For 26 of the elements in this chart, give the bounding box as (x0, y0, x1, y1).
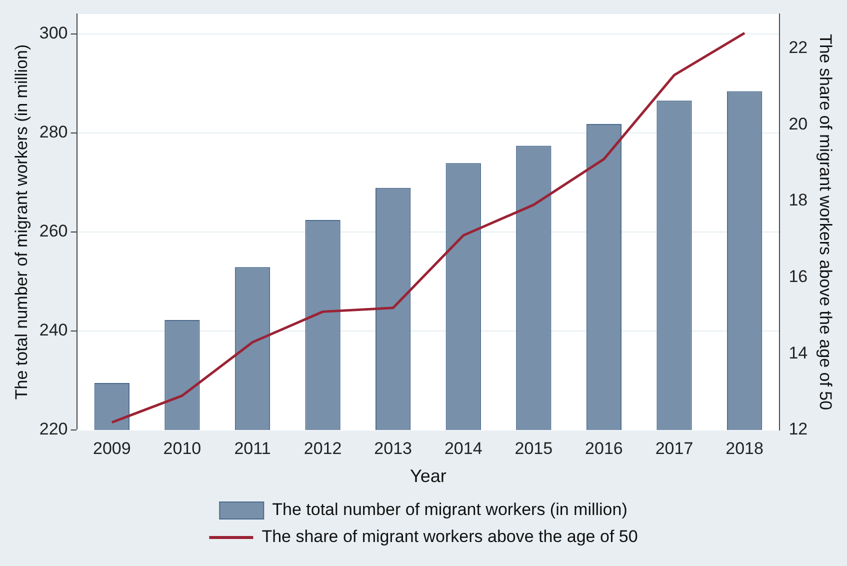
legend-label: The share of migrant workers above the age of 50 (262, 527, 638, 546)
x-tick-label: 2011 (234, 438, 271, 458)
y2-tick-label: 22 (788, 38, 808, 58)
y-tick-label: 260 (39, 222, 68, 241)
y-tick-label: 300 (39, 23, 68, 42)
x-tick-label: 2009 (92, 438, 131, 458)
y2-tick-label: 20 (788, 114, 808, 134)
x-axis-title: Year (410, 466, 446, 486)
y-tick-label: 240 (39, 320, 68, 340)
x-tick-label: 2016 (585, 438, 623, 458)
y2-tick-label: 18 (788, 190, 808, 210)
legend-label: The total number of migrant workers (in million) (272, 500, 628, 520)
y-tick-label: 220 (39, 420, 68, 439)
x-tick-label: 2010 (163, 438, 202, 458)
x-tick-label: 2013 (374, 438, 412, 458)
x-tick-label: 2015 (514, 438, 553, 458)
y-axis-title: The total number of migrant workers (in million) (12, 44, 31, 400)
x-tick-label: 2018 (726, 438, 764, 458)
x-tick-label: 2017 (655, 438, 694, 458)
y2-axis-title: The share of migrant workers above the age of 50 (816, 34, 836, 410)
y2-tick-label: 16 (788, 267, 808, 286)
x-tick-label: 2014 (444, 438, 482, 458)
y2-tick-label: 12 (788, 420, 808, 439)
x-tick-label: 2012 (304, 438, 342, 458)
y-tick-label: 280 (39, 122, 68, 142)
y2-tick-label: 14 (788, 343, 808, 362)
